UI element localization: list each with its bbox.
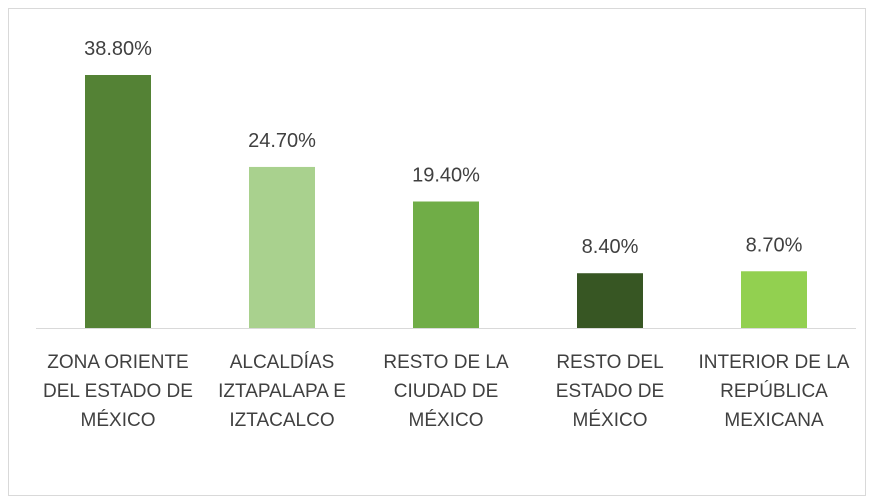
- bar: [85, 75, 151, 328]
- x-tick-label: INTERIOR DE LA REPÚBLICA MEXICANA: [698, 352, 850, 431]
- bar: [413, 201, 479, 328]
- value-label: 19.40%: [412, 165, 480, 187]
- x-tick-label: ZONA ORIENTE DEL ESTADO DE MÉXICO: [43, 352, 193, 431]
- value-label: 8.70%: [746, 234, 803, 256]
- x-tick-label: ALCALDÍAS IZTAPALAPA E IZTACALCO: [218, 352, 346, 431]
- bar: [577, 273, 643, 328]
- value-label: 38.80%: [84, 38, 152, 60]
- value-label: 8.40%: [582, 236, 639, 258]
- x-tick-label: RESTO DEL ESTADO DE MÉXICO: [555, 352, 665, 431]
- bar: [741, 271, 807, 328]
- value-label: 24.70%: [248, 130, 316, 152]
- bar: [249, 166, 315, 328]
- x-tick-label: RESTO DE LA CIUDAD DE MÉXICO: [383, 352, 509, 431]
